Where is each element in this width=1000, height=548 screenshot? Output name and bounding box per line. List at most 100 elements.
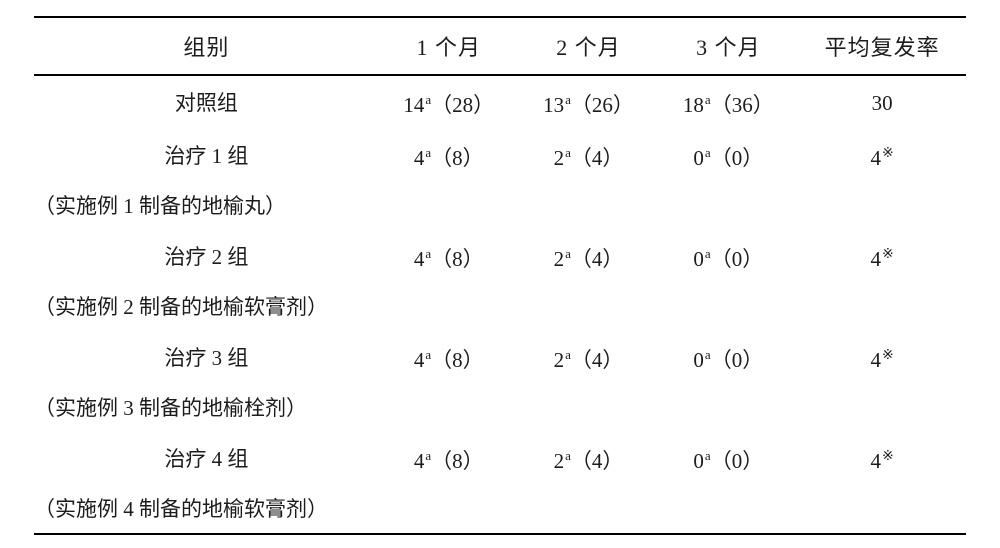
empty-cell	[658, 283, 798, 331]
cell-paren: （0）	[711, 449, 764, 473]
group-name-cell: 治疗 2 组	[34, 230, 379, 283]
empty-cell	[798, 283, 966, 331]
avg-value: 4	[870, 247, 881, 271]
empty-cell	[519, 485, 659, 534]
empty-cell	[379, 182, 519, 230]
table-header-row: 组别 1 个月 2 个月 3 个月 平均复发率	[34, 17, 966, 75]
cell-month1: 4a（8）	[379, 432, 519, 485]
table-row-note: （实施例 3 制备的地榆栓剂）	[34, 384, 966, 432]
avg-recurrence-cell: 4※	[798, 331, 966, 384]
col-header-group: 组别	[34, 17, 379, 75]
cell-month3: 0a（0）	[658, 331, 798, 384]
table-row: 治疗 1 组4a（8）2a（4）0a（0）4※	[34, 129, 966, 182]
empty-cell	[379, 384, 519, 432]
cell-value: 2	[554, 146, 565, 170]
empty-cell	[379, 485, 519, 534]
cell-paren: （8）	[431, 247, 484, 271]
results-table-container: 组别 1 个月 2 个月 3 个月 平均复发率 对照组14a（28）13a（26…	[0, 0, 1000, 545]
empty-cell	[519, 384, 659, 432]
cell-value: 2	[554, 247, 565, 271]
col-header-month2: 2 个月	[519, 17, 659, 75]
cell-value: 0	[693, 247, 704, 271]
cell-value: 0	[693, 449, 704, 473]
cell-value: 18	[683, 93, 704, 117]
table-row-note: （实施例 2 制备的地榆软膏剂）	[34, 283, 966, 331]
cell-month2: 2a（4）	[519, 230, 659, 283]
cell-paren: （0）	[711, 348, 764, 372]
group-note-cell: （实施例 3 制备的地榆栓剂）	[34, 384, 379, 432]
cell-value: 2	[554, 348, 565, 372]
empty-cell	[798, 485, 966, 534]
group-name-cell: 治疗 4 组	[34, 432, 379, 485]
cell-value: 4	[414, 146, 425, 170]
table-row-note: （实施例 4 制备的地榆软膏剂）	[34, 485, 966, 534]
cell-month3: 0a（0）	[658, 432, 798, 485]
table-row: 治疗 3 组4a（8）2a（4）0a（0）4※	[34, 331, 966, 384]
cell-paren: （4）	[571, 146, 624, 170]
col-header-avg: 平均复发率	[798, 17, 966, 75]
cell-month1: 4a（8）	[379, 331, 519, 384]
cell-paren: （0）	[711, 247, 764, 271]
cell-value: 14	[403, 93, 424, 117]
cell-month1: 14a（28）	[379, 75, 519, 129]
cell-month2: 2a（4）	[519, 331, 659, 384]
avg-recurrence-cell: 4※	[798, 432, 966, 485]
cell-month3: 0a（0）	[658, 230, 798, 283]
avg-value: 4	[870, 449, 881, 473]
cell-paren: （28）	[431, 93, 494, 117]
empty-cell	[519, 283, 659, 331]
avg-value: 30	[872, 91, 893, 115]
cell-month2: 13a（26）	[519, 75, 659, 129]
cell-month3: 18a（36）	[658, 75, 798, 129]
cell-value: 0	[693, 146, 704, 170]
empty-cell	[798, 182, 966, 230]
cell-month2: 2a（4）	[519, 432, 659, 485]
group-note-cell: （实施例 4 制备的地榆软膏剂）	[34, 485, 379, 534]
cell-value: 4	[414, 449, 425, 473]
cell-value: 4	[414, 247, 425, 271]
empty-cell	[658, 485, 798, 534]
results-table: 组别 1 个月 2 个月 3 个月 平均复发率 对照组14a（28）13a（26…	[34, 16, 966, 535]
significance-marker-icon: ※	[882, 449, 894, 464]
group-note-cell: （实施例 2 制备的地榆软膏剂）	[34, 283, 379, 331]
significance-marker-icon: ※	[882, 146, 894, 161]
avg-value: 4	[870, 348, 881, 372]
avg-recurrence-cell: 30	[798, 75, 966, 129]
significance-marker-icon: ※	[882, 348, 894, 363]
col-header-month1: 1 个月	[379, 17, 519, 75]
avg-recurrence-cell: 4※	[798, 129, 966, 182]
cell-paren: （8）	[431, 449, 484, 473]
significance-marker-icon: ※	[882, 247, 894, 262]
group-name-cell: 治疗 3 组	[34, 331, 379, 384]
cell-paren: （26）	[571, 93, 634, 117]
table-row: 治疗 2 组4a（8）2a（4）0a（0）4※	[34, 230, 966, 283]
cell-paren: （0）	[711, 146, 764, 170]
cell-value: 4	[414, 348, 425, 372]
empty-cell	[519, 182, 659, 230]
group-name-cell: 对照组	[34, 75, 379, 129]
cell-value: 0	[693, 348, 704, 372]
table-row-note: （实施例 1 制备的地榆丸）	[34, 182, 966, 230]
group-name-cell: 治疗 1 组	[34, 129, 379, 182]
avg-value: 4	[870, 146, 881, 170]
cell-month1: 4a（8）	[379, 230, 519, 283]
cell-paren: （4）	[571, 348, 624, 372]
cell-month3: 0a（0）	[658, 129, 798, 182]
cell-paren: （8）	[431, 348, 484, 372]
col-header-month3: 3 个月	[658, 17, 798, 75]
table-row: 对照组14a（28）13a（26）18a（36） 30	[34, 75, 966, 129]
cell-paren: （4）	[571, 449, 624, 473]
group-note-cell: （实施例 1 制备的地榆丸）	[34, 182, 379, 230]
cell-month2: 2a（4）	[519, 129, 659, 182]
cell-paren: （4）	[571, 247, 624, 271]
table-row: 治疗 4 组4a（8）2a（4）0a（0）4※	[34, 432, 966, 485]
cell-value: 13	[543, 93, 564, 117]
empty-cell	[798, 384, 966, 432]
empty-cell	[658, 182, 798, 230]
avg-recurrence-cell: 4※	[798, 230, 966, 283]
empty-cell	[658, 384, 798, 432]
table-body: 对照组14a（28）13a（26）18a（36）30治疗 1 组4a（8）2a（…	[34, 75, 966, 534]
cell-paren: （36）	[711, 93, 774, 117]
cell-month1: 4a（8）	[379, 129, 519, 182]
cell-value: 2	[554, 449, 565, 473]
